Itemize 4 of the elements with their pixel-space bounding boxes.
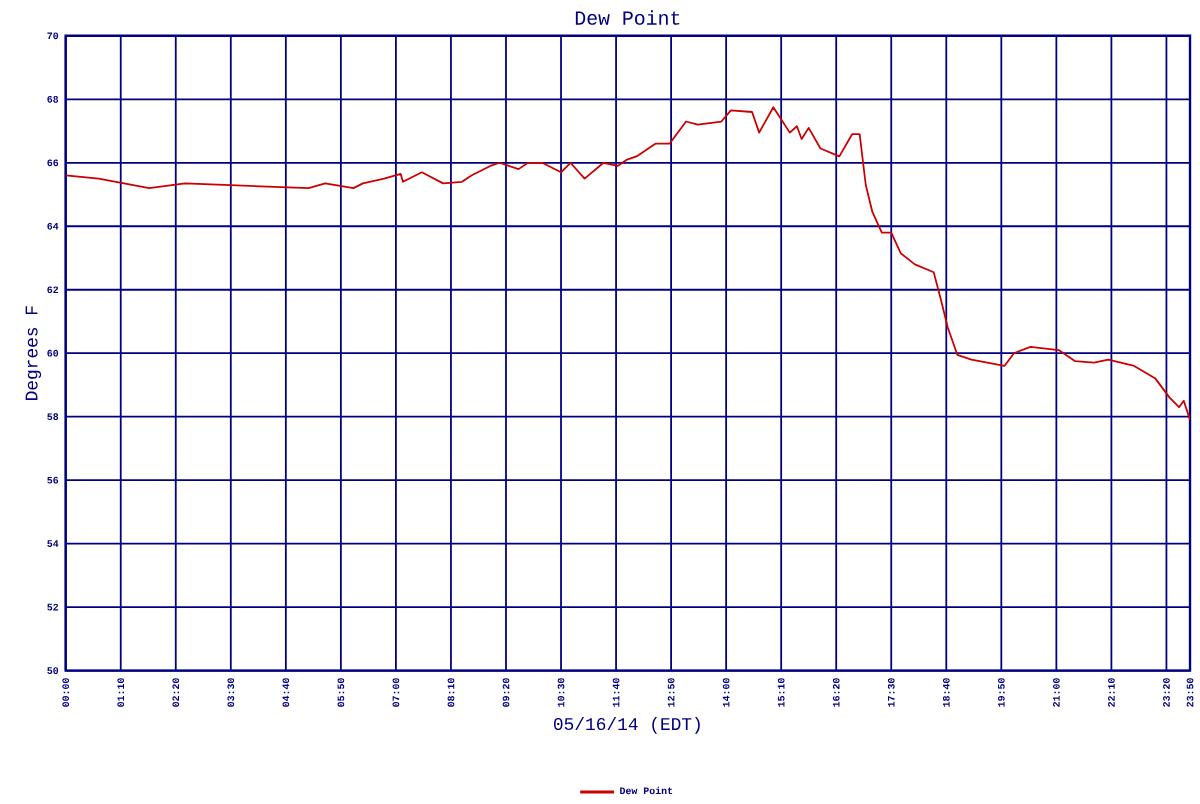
x-axis-title: 05/16/14 (EDT) — [553, 716, 700, 734]
chart-title: Dew Point — [575, 9, 680, 25]
y-axis-title: Degrees F — [25, 305, 42, 400]
line-series — [65, 105, 1191, 421]
